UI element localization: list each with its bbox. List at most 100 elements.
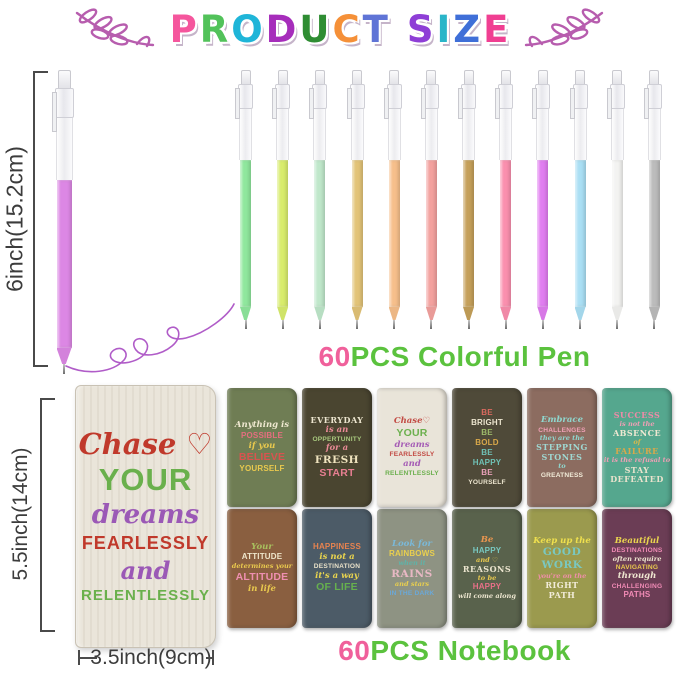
- pen-taper: [425, 307, 437, 320]
- cover-line: Beautiful: [614, 535, 660, 546]
- pen-upper-barrel: [55, 118, 73, 180]
- pen: [235, 70, 253, 329]
- pen-upper-barrel: [462, 109, 476, 160]
- pen-clip: [495, 88, 501, 119]
- pen-clip: [569, 88, 575, 119]
- cover-line: REASONS: [462, 564, 512, 575]
- pen-clip: [309, 88, 315, 119]
- pen-barrel: [425, 160, 437, 307]
- cover-line: you're on the: [537, 571, 587, 580]
- pen-cap: [606, 84, 625, 119]
- featured-notebook-line: RELENTLESSLY: [81, 587, 210, 605]
- pen-taper: [351, 307, 363, 320]
- cover-line: CHALLENGING: [611, 582, 663, 590]
- title-letter: C: [332, 7, 361, 51]
- pen-clicker: [612, 70, 623, 84]
- pen-upper-barrel: [350, 109, 364, 160]
- pen-clicker: [575, 70, 586, 84]
- cover-line: STONES: [541, 452, 583, 463]
- pen-cap: [643, 84, 662, 119]
- cover-line: HAPPINESS: [312, 541, 362, 551]
- pen-cap: [309, 84, 328, 119]
- pen-taper: [537, 307, 549, 320]
- pen-upper-barrel: [536, 109, 550, 160]
- pen-clicker: [352, 70, 363, 84]
- pen-cap: [420, 84, 439, 119]
- pen-clicker: [389, 70, 400, 84]
- cover-line: PATHS: [623, 590, 651, 600]
- cover-line: STEPPING: [536, 442, 588, 453]
- cover-line: Chase♡: [393, 416, 431, 427]
- pen-upper-barrel: [610, 109, 624, 160]
- ink-squiggle: [65, 303, 235, 373]
- cover-line: determines your: [231, 562, 293, 571]
- title-letter: O: [231, 7, 264, 51]
- pen-height-dimension-tick-bottom: [35, 365, 48, 367]
- pen-taper: [574, 307, 586, 320]
- cover-line: START: [319, 466, 355, 479]
- cover-line: through: [617, 571, 657, 582]
- pen: [495, 70, 514, 329]
- cover-line: NAVIGATING: [615, 564, 659, 572]
- featured-notebook-line: FEARLESSLY: [81, 533, 210, 554]
- notebook-width-dimension-line-right: [206, 657, 212, 659]
- pen: [272, 70, 291, 329]
- pen-clicker: [426, 70, 437, 84]
- notebook-width-dimension-tick-left: [78, 650, 80, 665]
- notebooks-caption-label: PCS Notebook: [370, 635, 571, 666]
- notebook-height-dimension-label: 5.5inch(14cm): [9, 447, 32, 581]
- featured-notebook-line: dreams: [91, 499, 200, 530]
- cover-line: BOLD: [475, 437, 499, 447]
- pen-upper-barrel: [647, 109, 661, 160]
- pen-tip: [393, 320, 396, 329]
- pens-caption: 60PCS Colorful Pen: [230, 341, 679, 373]
- cover-line: RAINS: [391, 567, 433, 580]
- notebook-cover: Your ATTITUDE determines your ALTITUDE in li…: [227, 509, 297, 628]
- cover-line: in life: [248, 583, 276, 594]
- pen-tip: [541, 320, 544, 329]
- notebook-height-dimension-tick-bottom: [42, 630, 55, 632]
- pen: [458, 70, 477, 329]
- notebook-cover: Look for RAINBOWS when it RAINS and stars IN …: [377, 509, 447, 628]
- cover-line: they are the: [539, 433, 585, 442]
- cover-line: GOOD: [542, 546, 582, 559]
- pen-clip: [235, 88, 240, 119]
- pen-upper-barrel: [313, 109, 327, 160]
- cover-line: SUCCESS: [613, 409, 661, 420]
- cover-line: HAPPY: [472, 582, 502, 592]
- pen-cap: [272, 84, 291, 119]
- cover-line: ABSENCE: [612, 427, 662, 438]
- pen-clip: [532, 88, 538, 119]
- pen-taper: [648, 307, 660, 320]
- cover-line: YOUR: [396, 426, 428, 439]
- pen-cap: [532, 84, 551, 119]
- pen-clip: [420, 88, 426, 119]
- pen: [643, 70, 662, 329]
- pen-tip: [430, 320, 433, 329]
- pen-barrel: [648, 160, 660, 307]
- notebooks-caption-count: 60: [338, 635, 371, 666]
- pen-taper: [314, 307, 326, 320]
- branch-decoration-right-icon: [525, 8, 604, 48]
- notebook-cover: SUCCESS is not the ABSENCE of FAILURE it is t…: [602, 388, 672, 507]
- cover-line: Embrace: [541, 415, 583, 426]
- notebook-width-dimension-line-left: [80, 657, 97, 659]
- cover-line: FEARLESSLY: [389, 451, 435, 459]
- cover-line: for a: [325, 443, 349, 454]
- pen-barrel: [537, 160, 549, 307]
- pens-caption-label: PCS Colorful Pen: [350, 341, 591, 372]
- pen: [383, 70, 402, 329]
- cover-line: YOURSELF: [239, 463, 285, 473]
- pen-barrel: [574, 160, 586, 307]
- notebooks-caption: 60PCS Notebook: [230, 635, 679, 667]
- cover-line: it is the refusal to: [603, 456, 671, 465]
- notebook-cover: HAPPINESS is not a DESTINATION it's a way OF…: [302, 509, 372, 628]
- featured-notebook-line: Chase ♡: [78, 426, 213, 461]
- cover-line: ALTITUDE: [235, 570, 289, 583]
- cover-line: Be: [480, 535, 494, 546]
- title-letter: E: [483, 7, 510, 51]
- pen-barrel: [240, 160, 251, 307]
- pen: [420, 70, 439, 329]
- cover-line: DESTINATIONS: [611, 547, 663, 555]
- cover-line: and stars: [394, 580, 430, 589]
